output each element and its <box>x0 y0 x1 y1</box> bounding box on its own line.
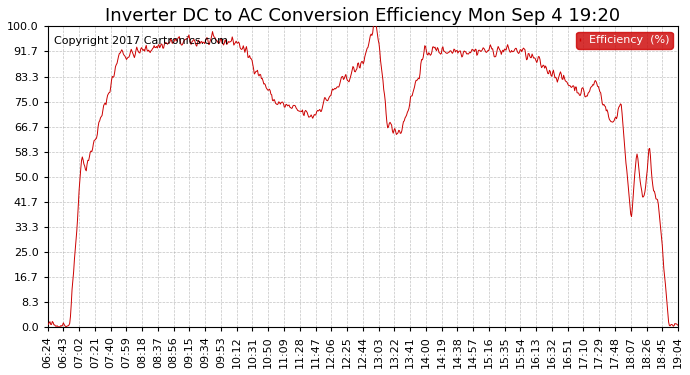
Legend: Efficiency  (%): Efficiency (%) <box>576 32 673 49</box>
Title: Inverter DC to AC Conversion Efficiency Mon Sep 4 19:20: Inverter DC to AC Conversion Efficiency … <box>106 7 620 25</box>
Text: Copyright 2017 Cartronics.com: Copyright 2017 Cartronics.com <box>54 36 228 45</box>
